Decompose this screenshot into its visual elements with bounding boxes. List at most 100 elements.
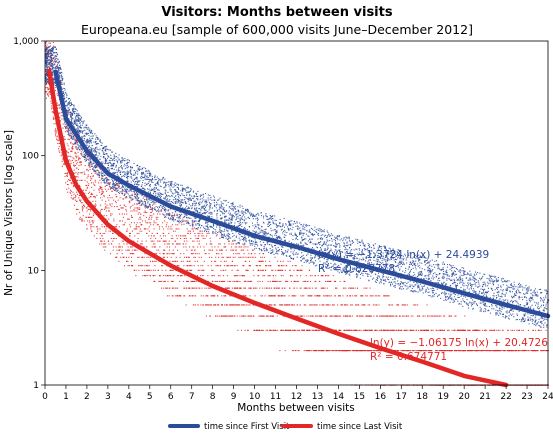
scatter-point [233,253,235,255]
scatter-point [353,329,355,331]
scatter-point [229,295,231,297]
scatter-point [322,295,324,297]
scatter-point [68,159,70,161]
scatter-point [230,280,232,282]
scatter-point [214,246,216,248]
scatter-point [62,127,64,129]
scatter-point [80,147,82,149]
scatter-point [417,304,419,306]
scatter-point [275,280,277,282]
scatter-point [541,350,543,352]
scatter-point [392,279,394,281]
scatter-point [415,291,417,293]
scatter-point [57,63,59,65]
scatter-point [212,295,214,297]
scatter-point [477,350,479,352]
scatter-point [147,228,149,230]
scatter-point [56,93,58,95]
scatter-point [139,202,141,204]
scatter-point [528,299,530,301]
scatter-point [451,350,453,352]
scatter-point [118,260,120,262]
scatter-point [134,235,136,237]
scatter-point [103,194,105,196]
scatter-point [66,175,68,177]
scatter-point [545,289,547,291]
scatter-point [333,268,335,270]
scatter-point [271,295,273,297]
scatter-point [231,219,233,221]
scatter-point [300,287,302,289]
scatter-point [261,215,263,217]
scatter-point [81,127,83,129]
scatter-point [55,129,57,131]
scatter-point [239,256,241,258]
scatter-point [311,350,313,352]
scatter-point [144,210,146,212]
scatter-point [52,116,54,118]
scatter-point [119,192,121,194]
scatter-point [177,243,179,245]
scatter-point [199,194,201,196]
scatter-point [149,216,151,218]
scatter-point [102,153,104,155]
scatter-point [248,315,250,317]
scatter-point [301,315,303,317]
scatter-point [131,193,133,195]
scatter-point [350,287,352,289]
scatter-point [228,240,230,242]
scatter-point [88,197,90,199]
scatter-point [208,304,210,306]
scatter-point [73,172,75,174]
scatter-point [401,329,403,331]
scatter-point [231,243,233,245]
scatter-point [248,280,250,282]
scatter-point [312,329,314,331]
scatter-point [94,181,96,183]
scatter-point [301,329,303,331]
scatter-point [143,228,145,230]
scatter-point [108,218,110,220]
scatter-point [297,225,299,227]
scatter-point [485,295,487,297]
scatter-point [471,350,473,352]
scatter-point [179,243,181,245]
scatter-point [116,249,118,251]
scatter-point [206,287,208,289]
scatter-point [443,315,445,317]
scatter-point [71,148,73,150]
scatter-point [479,302,481,304]
scatter-point [198,253,200,255]
scatter-point [116,253,118,255]
scatter-point [187,260,189,262]
scatter-point [160,237,162,239]
scatter-point [528,307,530,309]
scatter-point [256,287,258,289]
scatter-point [238,253,240,255]
scatter-point [276,237,278,239]
scatter-point [127,260,129,262]
scatter-point [420,350,422,352]
scatter-point [246,304,248,306]
scatter-point [115,246,117,248]
scatter-point [193,227,195,229]
scatter-point [329,295,331,297]
scatter-point [163,275,165,277]
scatter-point [321,350,323,352]
scatter-point [189,232,191,234]
scatter-point [240,304,242,306]
scatter-point [211,269,213,271]
scatter-point [234,265,236,267]
scatter-point [369,304,371,306]
scatter-point [89,168,91,170]
scatter-point [375,350,377,352]
scatter-point [193,287,195,289]
scatter-point [79,211,81,213]
scatter-point [367,244,369,246]
scatter-point [243,253,245,255]
scatter-point [525,289,527,291]
scatter-point [419,274,421,276]
scatter-point [91,216,93,218]
scatter-point [146,197,148,199]
scatter-point [48,50,50,52]
